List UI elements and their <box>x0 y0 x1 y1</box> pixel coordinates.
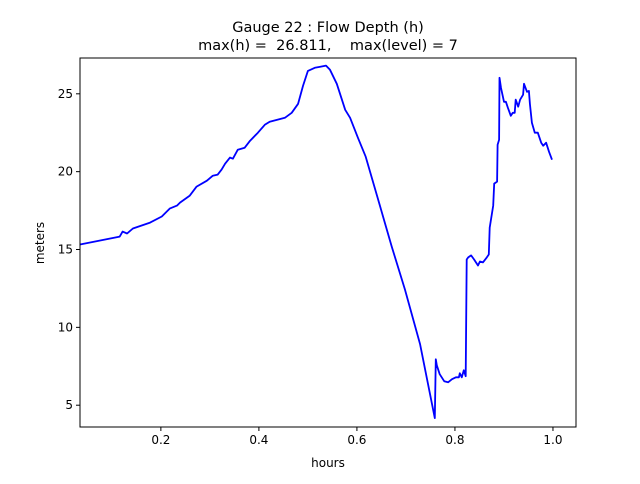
x-tick-label: 0.4 <box>249 433 268 447</box>
y-tick-label: 15 <box>58 243 73 257</box>
y-tick-label: 20 <box>58 165 73 179</box>
x-tick-label: 0.2 <box>151 433 170 447</box>
chart-subtitle: max(h) = 26.811, max(level) = 7 <box>198 38 458 54</box>
y-tick-label: 25 <box>58 87 73 101</box>
x-tick-label: 0.6 <box>347 433 366 447</box>
y-tick-label: 5 <box>65 398 73 412</box>
chart-title: Gauge 22 : Flow Depth (h) <box>232 20 424 36</box>
x-tick-label: 0.8 <box>445 433 464 447</box>
x-tick-label: 1.0 <box>543 433 562 447</box>
series-line-h <box>79 64 553 420</box>
x-axis-label: hours <box>311 456 345 470</box>
y-axis-label: meters <box>33 222 47 264</box>
plot-frame <box>79 57 577 428</box>
y-tick-label: 10 <box>58 320 73 334</box>
